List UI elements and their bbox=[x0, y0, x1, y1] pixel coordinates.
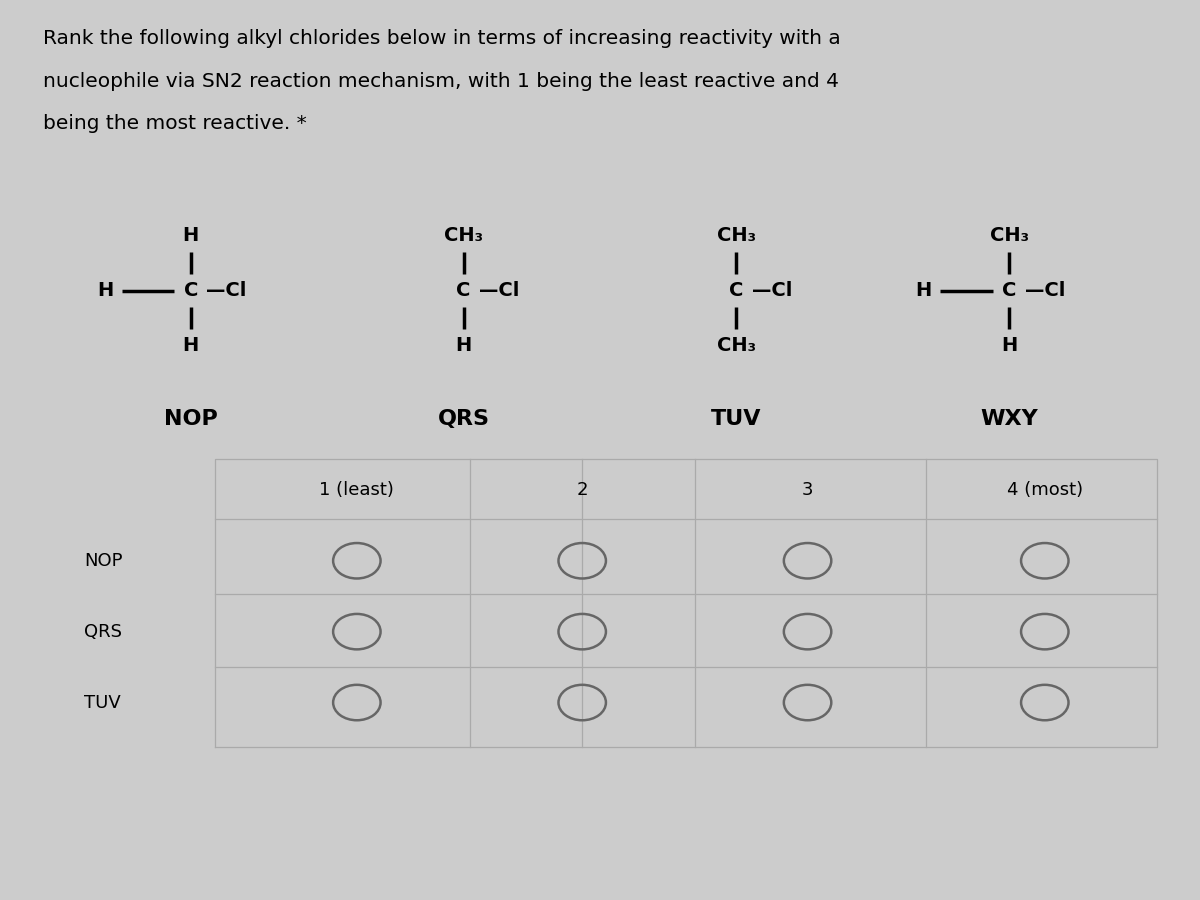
Text: QRS: QRS bbox=[438, 409, 490, 429]
Text: NOP: NOP bbox=[164, 409, 217, 429]
Text: H: H bbox=[456, 336, 472, 355]
Text: C: C bbox=[184, 281, 198, 300]
Text: —Cl: —Cl bbox=[479, 281, 520, 300]
Text: C: C bbox=[456, 281, 470, 300]
Text: TUV: TUV bbox=[84, 694, 121, 712]
Text: nucleophile via SN2 reaction mechanism, with 1 being the least reactive and 4: nucleophile via SN2 reaction mechanism, … bbox=[42, 72, 839, 91]
Text: —Cl: —Cl bbox=[1025, 281, 1066, 300]
Text: QRS: QRS bbox=[84, 623, 122, 641]
Text: CH₃: CH₃ bbox=[444, 226, 484, 245]
Text: WXY: WXY bbox=[980, 409, 1038, 429]
Text: TUV: TUV bbox=[712, 409, 762, 429]
Text: 2: 2 bbox=[576, 481, 588, 499]
Text: —Cl: —Cl bbox=[206, 281, 246, 300]
Text: H: H bbox=[182, 226, 199, 245]
Text: CH₃: CH₃ bbox=[990, 226, 1028, 245]
Text: CH₃: CH₃ bbox=[716, 226, 756, 245]
Text: NOP: NOP bbox=[84, 552, 122, 570]
Text: H: H bbox=[916, 281, 932, 300]
Text: C: C bbox=[1002, 281, 1016, 300]
Text: being the most reactive. *: being the most reactive. * bbox=[42, 114, 306, 133]
Text: C: C bbox=[730, 281, 744, 300]
Text: H: H bbox=[1001, 336, 1018, 355]
Text: 3: 3 bbox=[802, 481, 814, 499]
Text: H: H bbox=[182, 336, 199, 355]
Text: H: H bbox=[97, 281, 114, 300]
Text: 4 (most): 4 (most) bbox=[1007, 481, 1082, 499]
Text: CH₃: CH₃ bbox=[716, 336, 756, 355]
Text: Rank the following alkyl chlorides below in terms of increasing reactivity with : Rank the following alkyl chlorides below… bbox=[42, 29, 840, 48]
Text: 1 (least): 1 (least) bbox=[319, 481, 395, 499]
Text: —Cl: —Cl bbox=[752, 281, 792, 300]
